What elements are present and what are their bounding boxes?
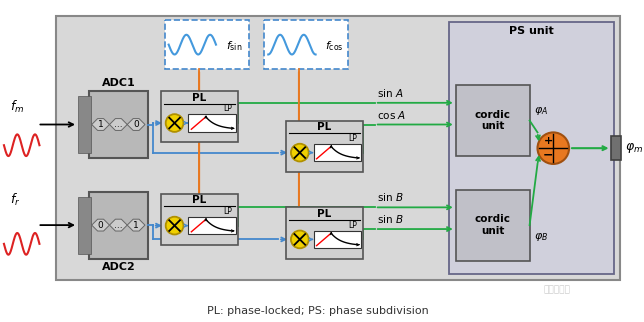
Polygon shape [109, 219, 128, 231]
Bar [286, 120, 363, 172]
Bar [56, 16, 620, 280]
Polygon shape [91, 219, 109, 231]
Text: $\sin\,B$: $\sin\,B$ [377, 191, 403, 204]
Text: $\cos\,A$: $\cos\,A$ [377, 109, 406, 120]
Bar [89, 91, 148, 158]
Polygon shape [91, 118, 109, 130]
Bar [161, 194, 238, 245]
Circle shape [291, 231, 308, 248]
Text: $\varphi_m$: $\varphi_m$ [625, 141, 643, 155]
Text: $f_m$: $f_m$ [10, 99, 24, 115]
Text: cordic
unit: cordic unit [475, 110, 511, 131]
Bar [286, 207, 363, 259]
Text: PL: phase-locked; PS: phase subdivision: PL: phase-locked; PS: phase subdivision [207, 306, 428, 316]
Bar [89, 192, 148, 259]
Text: $f_{\mathrm{sin}}$: $f_{\mathrm{sin}}$ [226, 40, 242, 53]
Polygon shape [128, 219, 145, 231]
Bar [456, 190, 529, 260]
Bar [456, 85, 529, 156]
Text: PL: PL [317, 122, 332, 132]
Text: +: + [544, 136, 553, 146]
Text: −: − [543, 148, 554, 162]
Polygon shape [109, 118, 128, 130]
Text: ...: ... [114, 120, 122, 129]
Text: 1: 1 [98, 120, 104, 129]
Text: 1: 1 [133, 221, 139, 230]
Text: ADC2: ADC2 [102, 261, 135, 271]
Text: $f_{\mathrm{cos}}$: $f_{\mathrm{cos}}$ [325, 40, 344, 53]
Bar [314, 144, 361, 162]
Text: 仪器信息网: 仪器信息网 [544, 286, 571, 295]
Circle shape [291, 144, 308, 162]
Bar [611, 136, 621, 160]
Text: LP: LP [223, 207, 232, 216]
Text: $\sin\,A$: $\sin\,A$ [377, 87, 403, 99]
Bar [78, 96, 91, 153]
Bar [165, 20, 249, 69]
Text: PL: PL [192, 195, 206, 205]
Circle shape [166, 217, 184, 234]
Circle shape [538, 132, 569, 164]
Text: PL: PL [192, 93, 206, 103]
Text: PL: PL [317, 209, 332, 219]
Text: ADC1: ADC1 [102, 78, 135, 88]
Circle shape [166, 114, 184, 132]
Text: 0: 0 [98, 221, 104, 230]
Text: $\varphi_B$: $\varphi_B$ [534, 231, 548, 243]
Bar [161, 91, 238, 142]
Text: $\sin\,B$: $\sin\,B$ [377, 213, 403, 225]
Bar [449, 22, 614, 274]
Text: LP: LP [223, 104, 232, 113]
Text: LP: LP [348, 134, 357, 143]
Text: PS unit: PS unit [509, 26, 554, 36]
Text: 0: 0 [133, 120, 139, 129]
Text: ...: ... [114, 221, 122, 230]
Bar [189, 114, 236, 132]
Text: LP: LP [348, 221, 357, 230]
Bar [314, 231, 361, 248]
Text: $\varphi_A$: $\varphi_A$ [534, 105, 547, 117]
Bar [264, 20, 348, 69]
Bar [78, 196, 91, 254]
Text: cordic
unit: cordic unit [475, 214, 511, 236]
Polygon shape [128, 118, 145, 130]
Text: $f_r$: $f_r$ [10, 191, 21, 207]
Bar [189, 217, 236, 234]
